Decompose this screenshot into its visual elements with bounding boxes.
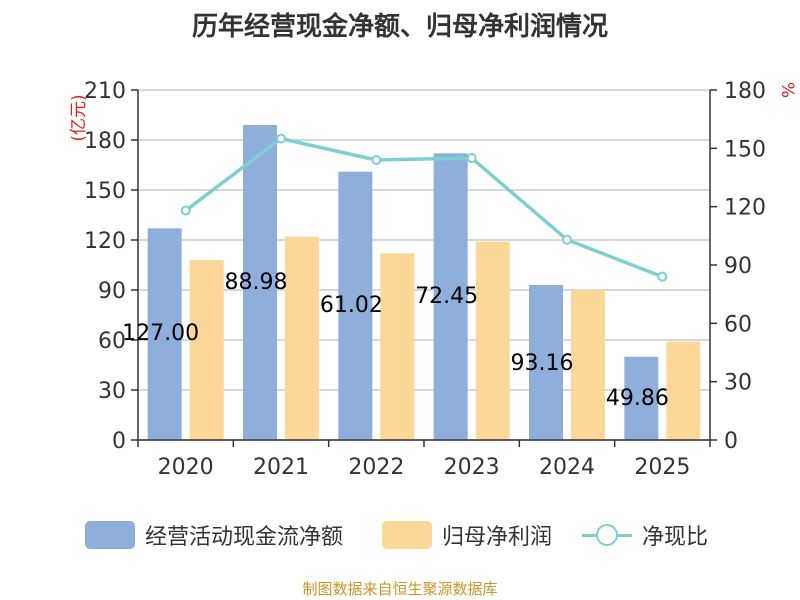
- bar-net-profit: [475, 241, 510, 440]
- bar-cash-flow: [529, 285, 563, 440]
- left-tick-label: 210: [84, 79, 126, 104]
- ratio-point: [276, 133, 286, 144]
- right-tick-label: 60: [724, 312, 752, 337]
- data-label: 93.16: [511, 351, 574, 376]
- x-tick-label: 2023: [444, 455, 500, 480]
- left-tick-label: 150: [84, 179, 126, 204]
- source-note: 制图数据来自恒生聚源数据库: [302, 580, 498, 598]
- ratio-series-line: [184, 136, 663, 279]
- legend-item-ratio[interactable]: 净现比: [582, 518, 708, 552]
- left-tick-label: 120: [84, 229, 126, 254]
- left-axis-unit: (亿元): [69, 94, 89, 141]
- ratio-point: [180, 205, 191, 216]
- x-tick-label: 2025: [634, 455, 690, 480]
- right-tick-label: 150: [724, 137, 766, 162]
- right-tick-label: 30: [724, 371, 752, 396]
- left-tick-label: 90: [98, 279, 126, 304]
- ratio-point: [657, 271, 668, 282]
- data-label: 127.00: [122, 321, 199, 346]
- legend-swatch-cash-flow: [85, 521, 135, 549]
- bar-net-profit: [666, 341, 701, 440]
- legend-item-cash-flow[interactable]: 经营活动现金流净额: [85, 518, 343, 552]
- x-tick-label: 2022: [348, 455, 404, 480]
- data-label: 61.02: [320, 293, 383, 318]
- chart-title: 历年经营现金净额、归母净利润情况: [191, 12, 608, 42]
- bar-net-profit: [189, 260, 224, 440]
- left-tick-label: 30: [98, 379, 126, 404]
- tick-labels: 0 30 60 90 120 150 180 210 0 30 60 90 120 150 180 2020 2…: [84, 79, 766, 480]
- x-tick-label: 2024: [539, 455, 595, 480]
- data-label: 49.86: [606, 386, 669, 411]
- legend-swatch-net-profit: [382, 521, 432, 549]
- left-tick-label: 180: [84, 129, 126, 154]
- bar-net-profit: [571, 290, 605, 440]
- data-labels: 127.00 88.98 61.02 72.45 93.16 49.86: [122, 270, 669, 411]
- right-tick-label: 120: [724, 196, 766, 221]
- left-tick-label: 0: [112, 429, 126, 454]
- x-tick-label: 2020: [158, 455, 214, 480]
- legend-item-net-profit[interactable]: 归母净利润: [382, 518, 552, 552]
- bars: [147, 125, 701, 441]
- ratio-point: [466, 153, 477, 164]
- right-tick-label: 90: [724, 254, 752, 279]
- bar-cash-flow: [147, 228, 182, 440]
- left-tick-label: 60: [98, 329, 126, 354]
- data-label: 88.98: [225, 270, 288, 295]
- legend-label-ratio: 净现比: [642, 525, 709, 550]
- bar-cash-flow: [338, 171, 373, 440]
- ratio-point: [371, 155, 382, 165]
- bar-cash-flow: [433, 153, 468, 441]
- right-tick-label: 180: [724, 79, 766, 104]
- right-axis-unit: %: [777, 82, 797, 98]
- x-tick-label: 2021: [253, 455, 309, 480]
- ratio-line: [180, 133, 668, 282]
- right-tick-label: 0: [724, 429, 738, 454]
- legend-line-marker: [596, 524, 618, 546]
- data-label: 72.45: [415, 284, 478, 309]
- bar-net-profit: [380, 253, 415, 440]
- bar-cash-flow: [243, 125, 277, 440]
- legend-swatch-ratio: [582, 521, 632, 549]
- axes: [131, 89, 717, 447]
- bar-cash-flow: [624, 356, 659, 440]
- legend-label-cash-flow: 经营活动现金流净额: [145, 525, 344, 550]
- legend-label-net-profit: 归母净利润: [442, 525, 553, 550]
- ratio-point: [562, 234, 572, 245]
- bar-net-profit: [285, 236, 319, 440]
